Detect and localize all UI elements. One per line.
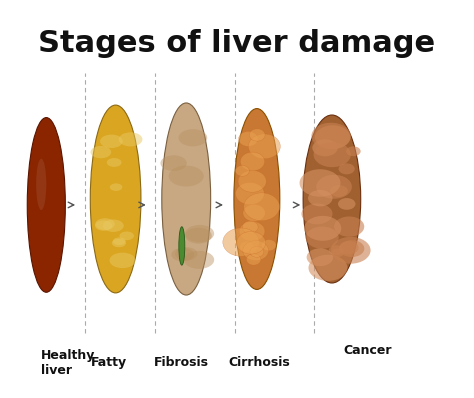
Ellipse shape <box>308 190 333 207</box>
Ellipse shape <box>240 152 264 171</box>
Ellipse shape <box>329 245 344 255</box>
Ellipse shape <box>162 103 210 295</box>
Ellipse shape <box>316 175 352 199</box>
Ellipse shape <box>303 115 361 283</box>
Ellipse shape <box>334 217 364 237</box>
Ellipse shape <box>103 220 124 232</box>
Ellipse shape <box>306 226 339 249</box>
Ellipse shape <box>240 241 254 252</box>
Ellipse shape <box>313 142 351 167</box>
Ellipse shape <box>185 228 212 244</box>
Ellipse shape <box>244 193 280 220</box>
Ellipse shape <box>91 146 111 158</box>
Ellipse shape <box>234 109 280 289</box>
Text: Fatty: Fatty <box>91 356 127 369</box>
Ellipse shape <box>338 198 356 210</box>
Ellipse shape <box>249 129 265 141</box>
Ellipse shape <box>237 232 265 254</box>
Ellipse shape <box>243 204 265 222</box>
Ellipse shape <box>242 221 258 233</box>
Ellipse shape <box>243 240 269 261</box>
Ellipse shape <box>331 249 344 257</box>
Ellipse shape <box>113 237 126 245</box>
Ellipse shape <box>27 117 65 292</box>
Ellipse shape <box>160 155 187 171</box>
Ellipse shape <box>331 237 371 264</box>
Ellipse shape <box>95 218 115 230</box>
Ellipse shape <box>112 239 126 247</box>
Ellipse shape <box>179 129 207 146</box>
Ellipse shape <box>301 203 333 224</box>
Text: Stages of liver damage: Stages of liver damage <box>38 29 436 58</box>
Ellipse shape <box>312 139 338 156</box>
Ellipse shape <box>169 166 204 187</box>
Ellipse shape <box>100 135 123 148</box>
Text: Fibrosis: Fibrosis <box>155 356 210 369</box>
Ellipse shape <box>300 169 340 197</box>
Ellipse shape <box>90 105 141 293</box>
Ellipse shape <box>236 182 264 205</box>
Ellipse shape <box>238 131 258 146</box>
Ellipse shape <box>36 159 46 210</box>
Ellipse shape <box>119 232 134 240</box>
Ellipse shape <box>339 241 359 254</box>
Ellipse shape <box>346 146 361 156</box>
Ellipse shape <box>315 125 350 149</box>
Ellipse shape <box>304 216 341 241</box>
Ellipse shape <box>175 247 197 260</box>
Ellipse shape <box>239 221 265 241</box>
Ellipse shape <box>179 227 185 265</box>
Text: Cirrhosis: Cirrhosis <box>228 356 290 369</box>
Ellipse shape <box>110 183 122 191</box>
Ellipse shape <box>309 255 347 281</box>
Ellipse shape <box>236 166 249 176</box>
Ellipse shape <box>248 134 280 159</box>
Ellipse shape <box>171 248 194 261</box>
Ellipse shape <box>107 158 121 167</box>
Ellipse shape <box>338 164 355 174</box>
Ellipse shape <box>185 225 214 242</box>
Ellipse shape <box>311 123 351 149</box>
Ellipse shape <box>223 228 259 256</box>
Ellipse shape <box>184 251 214 269</box>
Ellipse shape <box>238 170 266 192</box>
Text: Healthy
liver: Healthy liver <box>41 349 95 377</box>
Ellipse shape <box>250 246 264 257</box>
Ellipse shape <box>109 253 136 268</box>
Ellipse shape <box>246 254 261 265</box>
Ellipse shape <box>118 132 142 146</box>
Ellipse shape <box>95 220 112 231</box>
Ellipse shape <box>307 248 333 266</box>
Ellipse shape <box>330 185 348 197</box>
Text: Cancer: Cancer <box>343 344 392 357</box>
Ellipse shape <box>262 240 276 251</box>
Ellipse shape <box>339 240 365 257</box>
